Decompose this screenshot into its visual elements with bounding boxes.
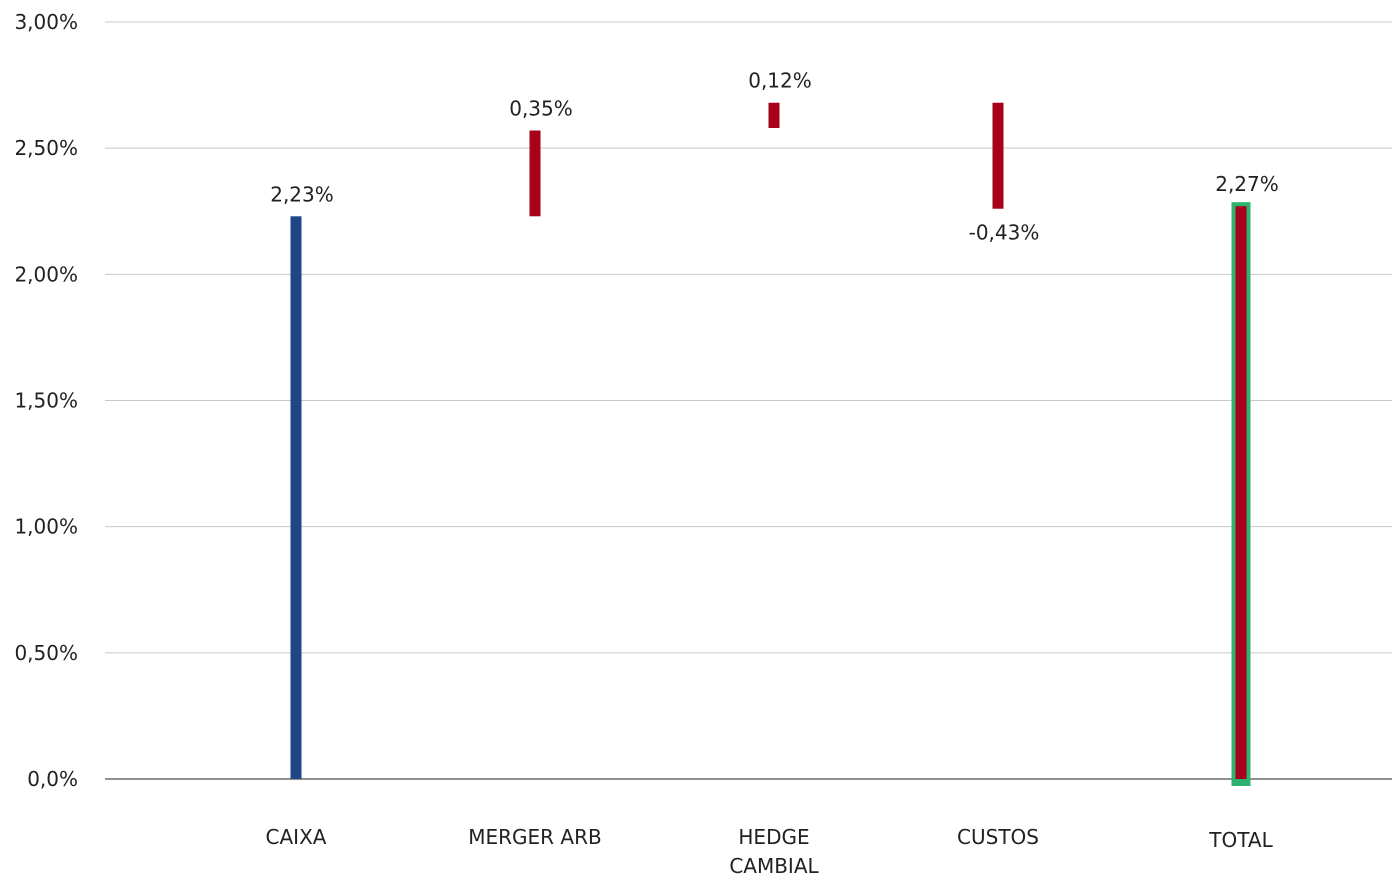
- y-tick-label: 2,00%: [14, 262, 78, 286]
- data-label: 2,23%: [270, 182, 334, 206]
- y-tick-label: 1,50%: [14, 389, 78, 413]
- data-label: 2,27%: [1215, 172, 1279, 196]
- bar: [290, 216, 302, 780]
- y-tick-label: 0,50%: [14, 641, 78, 665]
- y-tick-label: 1,00%: [14, 515, 78, 539]
- data-label: 0,35%: [509, 97, 573, 121]
- category-label: CAMBIAL: [729, 854, 819, 877]
- bars: [290, 102, 1251, 786]
- category-labels: CAIXA MERGER ARB HEDGE CAMBIAL CUSTOS TOTAL: [266, 825, 1274, 877]
- y-tick-label: 3,00%: [14, 10, 78, 34]
- category-label: CUSTOS: [957, 825, 1039, 849]
- category-label: HEDGE: [738, 825, 809, 849]
- gridlines: [105, 21, 1392, 780]
- category-label: MERGER ARB: [468, 825, 601, 849]
- bar: [768, 102, 780, 128]
- y-axis-tick-labels: 0,0% 0,50% 1,00% 1,50% 2,00% 2,50% 3,00%: [14, 10, 78, 791]
- bar: [1235, 206, 1247, 779]
- category-label: TOTAL: [1208, 828, 1273, 852]
- y-tick-label: 0,0%: [27, 767, 78, 791]
- y-tick-label: 2,50%: [14, 136, 78, 160]
- bar: [529, 130, 541, 217]
- category-label: CAIXA: [266, 825, 327, 849]
- data-label: -0,43%: [969, 221, 1040, 245]
- bar: [992, 102, 1004, 209]
- data-labels: 2,23% 0,35% 0,12% -0,43% 2,27%: [270, 69, 1279, 245]
- data-label: 0,12%: [748, 69, 812, 93]
